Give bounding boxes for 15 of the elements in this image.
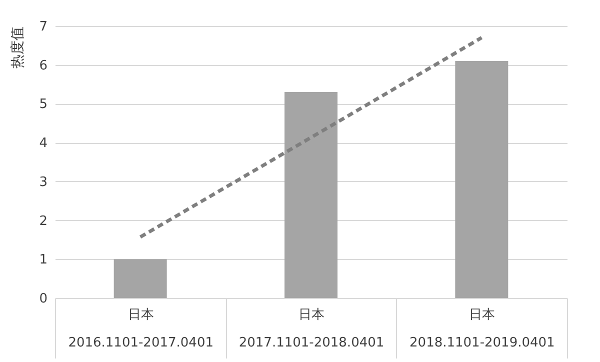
y-axis-title: 热度值	[10, 26, 26, 68]
y-tick-label: 0	[39, 292, 48, 306]
bar	[114, 259, 167, 298]
x-tick-label: 日本 2017.1101-2018.0401	[238, 308, 384, 350]
bar	[284, 92, 338, 298]
x-tick-label: 日本 2016.1101-2017.0401	[68, 308, 214, 350]
y-tick-label: 6	[39, 58, 48, 74]
x-tick-label: 日本 2018.1101-2019.0401	[410, 308, 555, 350]
y-tick-label: 7	[39, 20, 48, 34]
y-tick-label: 4	[39, 136, 48, 152]
y-tick-label: 3	[39, 174, 48, 190]
bar	[455, 60, 508, 298]
y-tick-label: 2	[39, 214, 48, 229]
y-tick-label: 1	[39, 252, 48, 268]
y-tick-label: 5	[39, 97, 48, 112]
